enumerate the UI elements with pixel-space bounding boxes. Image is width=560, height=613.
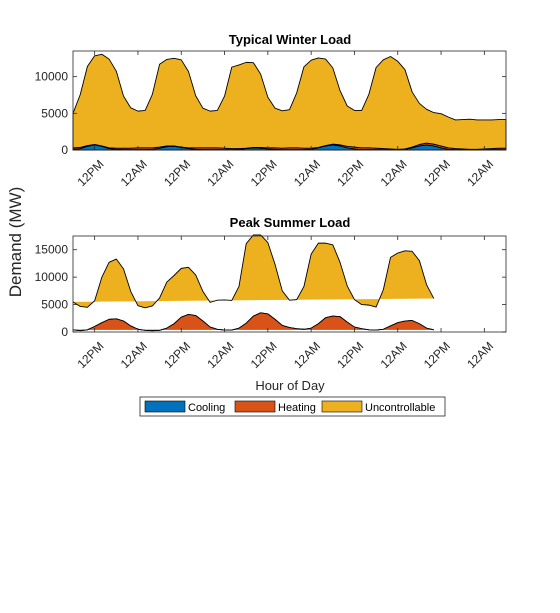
y-axis-label: Demand (MW) [6,187,25,298]
winter-axes-box [72,50,507,151]
winter-plot-area: 0 5000 10000 12PM 12AM 12PM 12AM 12PM 12AM 12PM 12… [35,50,507,189]
legend-swatch-uncontrollable [321,400,363,413]
summer-xtick-label: 12PM [248,339,280,371]
winter-xtick-label: 12AM [291,157,323,189]
winter-xtick-label: 12AM [118,157,150,189]
summer-axes-box [72,235,507,333]
summer-area-uncontrollable [72,234,435,309]
legend-box [139,396,446,417]
winter-xtick-label: 12AM [378,157,410,189]
winter-ytick-label: 10000 [35,70,69,84]
winter-ytick-label: 5000 [41,106,68,120]
winter-xtick-label: 12PM [161,157,193,189]
summer-xtick-label: 12AM [378,339,410,371]
winter-xtick-label: 12AM [204,157,236,189]
summer-xtick-label: 12AM [118,339,150,371]
summer-xtick-label: 12AM [464,339,496,371]
winter-xtick-label: 12PM [74,157,106,189]
legend: Cooling Heating Uncontrollable [139,396,446,417]
summer-ytick-label: 5000 [41,298,68,312]
summer-chart-title: Peak Summer Load [230,215,351,230]
winter-load-axes: Typical Winter Load 0 5000 10000 12PM 12AM 12… [35,32,507,189]
summer-area-heating [72,312,434,332]
summer-ytick-label: 15000 [35,243,69,257]
summer-xtick-label: 12PM [421,339,453,371]
legend-swatch-heating [234,400,276,413]
summer-xtick-label: 12PM [161,339,193,371]
winter-xtick-label: 12AM [464,157,496,189]
summer-xtick-label: 12AM [204,339,236,371]
legend-label-cooling: Cooling [188,402,225,414]
winter-xtick-label: 12PM [334,157,366,189]
summer-load-axes: Peak Summer Load 0 5000 10000 15000 12PM 12AM… [35,215,507,371]
winter-ytick-label: 0 [61,143,68,157]
legend-label-heating: Heating [278,402,316,414]
summer-xtick-label: 12PM [74,339,106,371]
summer-xtick-label: 12PM [334,339,366,371]
winter-xtick-label: 12PM [248,157,280,189]
summer-xtick-label: 12AM [291,339,323,371]
winter-area-uncontrollable [72,53,507,150]
legend-label-uncontrollable: Uncontrollable [365,402,435,414]
legend-swatch-cooling [144,400,186,413]
summer-plot-area: 0 5000 10000 15000 12PM 12AM 12PM 12AM 12PM 12AM 1… [35,234,507,371]
winter-xtick-label: 12PM [421,157,453,189]
summer-ytick-label: 0 [61,325,68,339]
winter-chart-title: Typical Winter Load [229,32,351,47]
x-axis-label: Hour of Day [255,378,325,393]
summer-ytick-label: 10000 [35,270,69,284]
